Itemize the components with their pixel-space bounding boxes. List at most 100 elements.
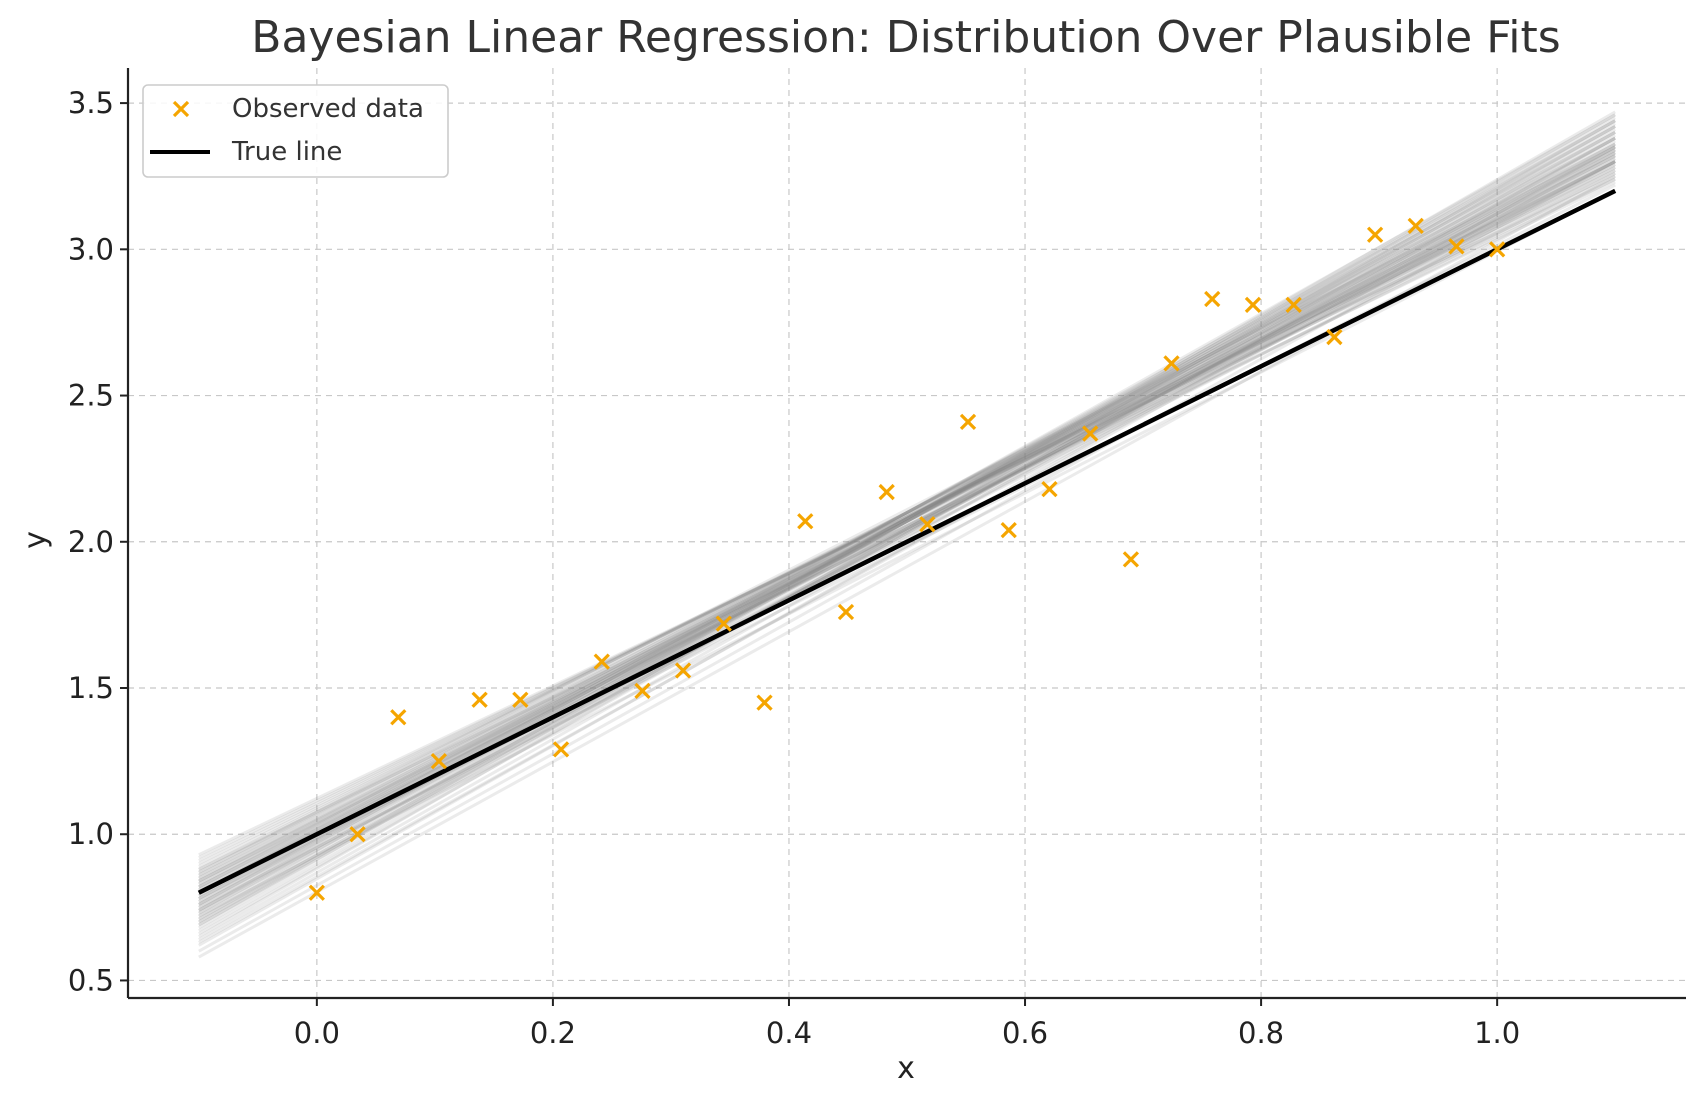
y-tick-label: 3.5 (68, 86, 114, 120)
data-point-stroke-b (797, 513, 814, 530)
data-point-stroke-b (471, 691, 488, 708)
data-point-stroke-b (552, 741, 570, 758)
data-point-stroke-b (1204, 290, 1221, 308)
ticks-layer: 0.0 0.2 0.4 0.6 0.8 1.0 0.5 1.0 1.5 2.0 2.5 3.0 3.5 (68, 86, 1520, 1050)
posterior-sample-line (198, 136, 1616, 941)
data-point-stroke-b (1285, 296, 1302, 314)
data-point (756, 694, 773, 711)
data-point-stroke-b (1163, 355, 1180, 372)
x-tick-label: 0.8 (1238, 1016, 1284, 1050)
posterior-sample-line (198, 142, 1616, 900)
posterior-sample-line (198, 122, 1616, 915)
posterior-sample-line (198, 169, 1616, 889)
data-point-stroke-b (593, 653, 610, 670)
data-point (512, 691, 529, 708)
posterior-sample-line (198, 145, 1616, 874)
posterior-sample-line (198, 166, 1616, 892)
data-point (715, 615, 732, 632)
data-point (1448, 238, 1465, 255)
posterior-sample-line (198, 154, 1616, 906)
posterior-sample-line (198, 171, 1616, 880)
posterior-sample-line (198, 148, 1616, 895)
posterior-sample-line (198, 148, 1616, 915)
posterior-sample-line (198, 151, 1616, 886)
data-point (837, 603, 855, 621)
x-tick-label: 1.0 (1474, 1016, 1520, 1050)
data-point-stroke-b (634, 682, 651, 700)
legend-box (142, 84, 449, 178)
posterior-sample-line (198, 125, 1616, 900)
data-point-stroke-b (1407, 217, 1424, 235)
legend-entry-true-line: True line (231, 137, 342, 167)
data-point (1204, 290, 1221, 308)
data-point-stroke-b (1122, 551, 1140, 568)
data-point-stroke-b (1082, 425, 1099, 442)
data-point (552, 741, 570, 758)
data-point-stroke-b (959, 413, 977, 430)
observed-points-layer (308, 217, 1506, 901)
posterior-sample-line (198, 136, 1616, 927)
data-point-stroke-b (1489, 241, 1506, 258)
posterior-sample-line (198, 160, 1616, 953)
data-point (1163, 355, 1180, 372)
data-point-stroke-b (1366, 226, 1384, 243)
data-point (308, 884, 325, 901)
y-tick-label: 3.0 (68, 232, 114, 266)
data-point (471, 691, 488, 708)
data-point (1041, 481, 1058, 498)
posterior-samples-layer (198, 110, 1616, 959)
data-point-stroke-b (837, 603, 855, 621)
data-point-stroke-b (430, 752, 448, 770)
x-tick-label: 0.6 (1002, 1016, 1048, 1050)
data-point-stroke-b (1244, 296, 1262, 314)
posterior-sample-line (198, 160, 1616, 874)
data-point-stroke-b (1326, 328, 1343, 346)
posterior-sample-line (198, 125, 1616, 933)
x-axis-label: x (897, 1051, 915, 1086)
data-point (430, 752, 448, 770)
y-tick-label: 1.0 (68, 817, 114, 851)
data-point (1122, 551, 1140, 568)
posterior-sample-line (198, 136, 1616, 889)
posterior-sample-line (198, 177, 1616, 857)
data-point (1285, 296, 1302, 314)
data-point-stroke-b (674, 662, 692, 679)
posterior-sample-line (198, 145, 1616, 921)
x-tick-label: 0.4 (766, 1016, 812, 1050)
data-point-stroke-b (756, 694, 773, 711)
y-tick-label: 2.5 (68, 379, 114, 413)
posterior-sample-line (198, 166, 1616, 865)
true-line (197, 188, 1617, 895)
posterior-sample-line (198, 131, 1616, 935)
posterior-sample-line (198, 154, 1616, 871)
data-point (797, 513, 814, 530)
data-point-stroke-b (1448, 238, 1465, 255)
data-point (593, 653, 610, 670)
data-point (1000, 521, 1017, 539)
posterior-sample-line (198, 131, 1616, 912)
y-tick-label: 2.0 (68, 525, 114, 559)
data-point-stroke-b (878, 483, 895, 501)
y-tick-label: 1.5 (68, 671, 114, 705)
data-point (390, 709, 407, 726)
data-point (634, 682, 651, 700)
data-point-stroke-b (715, 615, 732, 632)
data-point (919, 516, 936, 533)
data-point (1366, 226, 1384, 243)
posterior-sample-line (198, 160, 1616, 912)
data-point (349, 826, 366, 843)
posterior-sample-line (198, 113, 1616, 930)
data-point-stroke-b (349, 826, 366, 843)
posterior-sample-line (198, 189, 1616, 918)
data-point-stroke-b (512, 691, 529, 708)
data-point-stroke-b (919, 516, 936, 533)
posterior-sample-line (198, 160, 1616, 868)
data-point (674, 662, 692, 679)
axes-layer (126, 68, 1686, 1000)
posterior-sample-line (198, 157, 1616, 895)
posterior-sample-line (198, 160, 1616, 883)
posterior-sample-line (198, 116, 1616, 921)
posterior-sample-line (198, 125, 1616, 918)
